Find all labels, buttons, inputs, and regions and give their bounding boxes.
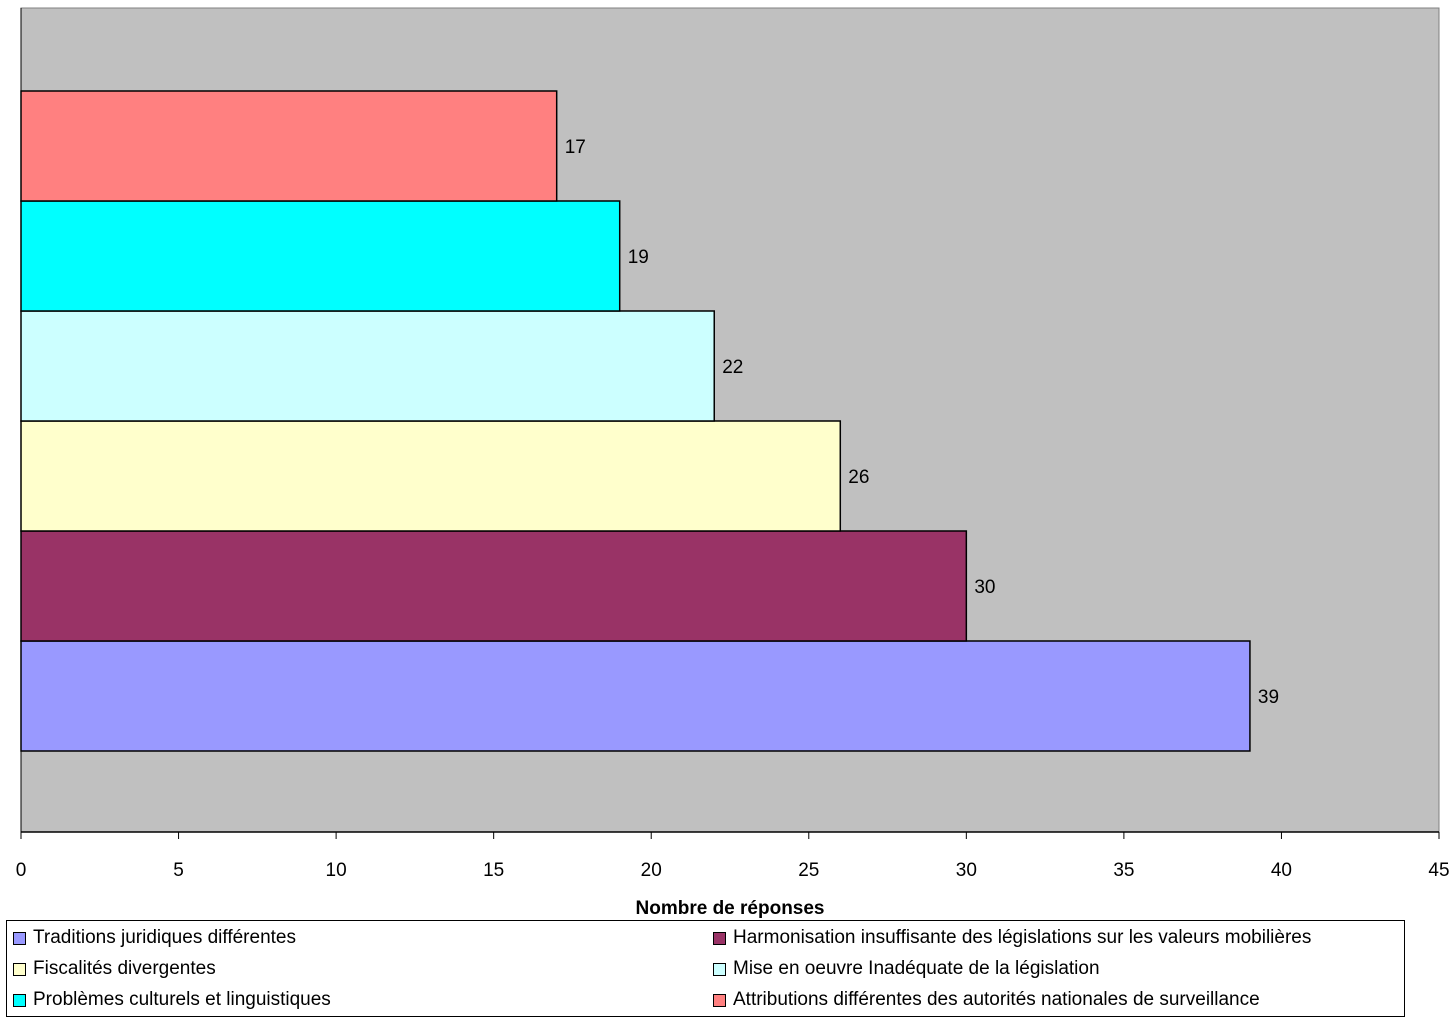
data-label-3: 26 [848,467,869,488]
x-tick-label: 0 [16,860,27,881]
legend-item-2: Harmonisation insuffisante des législati… [713,925,1311,951]
legend-item-5: Problèmes culturels et linguistiques [13,987,331,1013]
bar-5 [20,200,621,312]
legend-item-1: Traditions juridiques différentes [13,925,296,951]
data-label-6: 17 [565,137,586,158]
legend-label: Attributions différentes des autorités n… [733,989,1260,1010]
legend-label: Harmonisation insuffisante des législati… [733,927,1312,948]
legend-item-3: Fiscalités divergentes [13,956,216,982]
legend-label: Mise en oeuvre Inadéquate de la législat… [733,958,1100,979]
legend-item-4: Mise en oeuvre Inadéquate de la législat… [713,956,1100,982]
x-tick-label: 35 [1113,860,1134,881]
bar-4 [20,310,715,422]
x-tick-label: 30 [956,860,977,881]
x-axis-title: Nombre de réponses [636,898,825,919]
legend-item-6: Attributions différentes des autorités n… [713,987,1260,1013]
bar-3 [20,420,842,532]
bar-6 [20,90,558,202]
x-tick-label: 20 [641,860,662,881]
legend: Traditions juridiques différentes Harmoni… [6,920,1405,1017]
legend-swatch [13,931,26,945]
data-label-1: 39 [1258,687,1279,708]
x-tick-label: 5 [173,860,184,881]
legend-swatch [713,993,726,1007]
x-tick-label: 10 [326,860,347,881]
bar-1 [20,640,1251,752]
legend-swatch [713,962,726,976]
data-label-2: 30 [974,577,995,598]
legend-swatch [713,931,726,945]
data-label-4: 22 [722,357,743,378]
x-tick-label: 40 [1271,860,1292,881]
legend-label: Problèmes culturels et linguistiques [33,989,331,1010]
data-label-5: 19 [628,247,649,268]
legend-swatch [13,993,26,1007]
x-tick-label: 25 [798,860,819,881]
legend-swatch [13,962,26,976]
bar-2 [20,530,968,642]
legend-label: Fiscalités divergentes [33,958,216,979]
x-tick-label: 45 [1428,860,1449,881]
legend-label: Traditions juridiques différentes [33,927,296,948]
x-tick-label: 15 [483,860,504,881]
